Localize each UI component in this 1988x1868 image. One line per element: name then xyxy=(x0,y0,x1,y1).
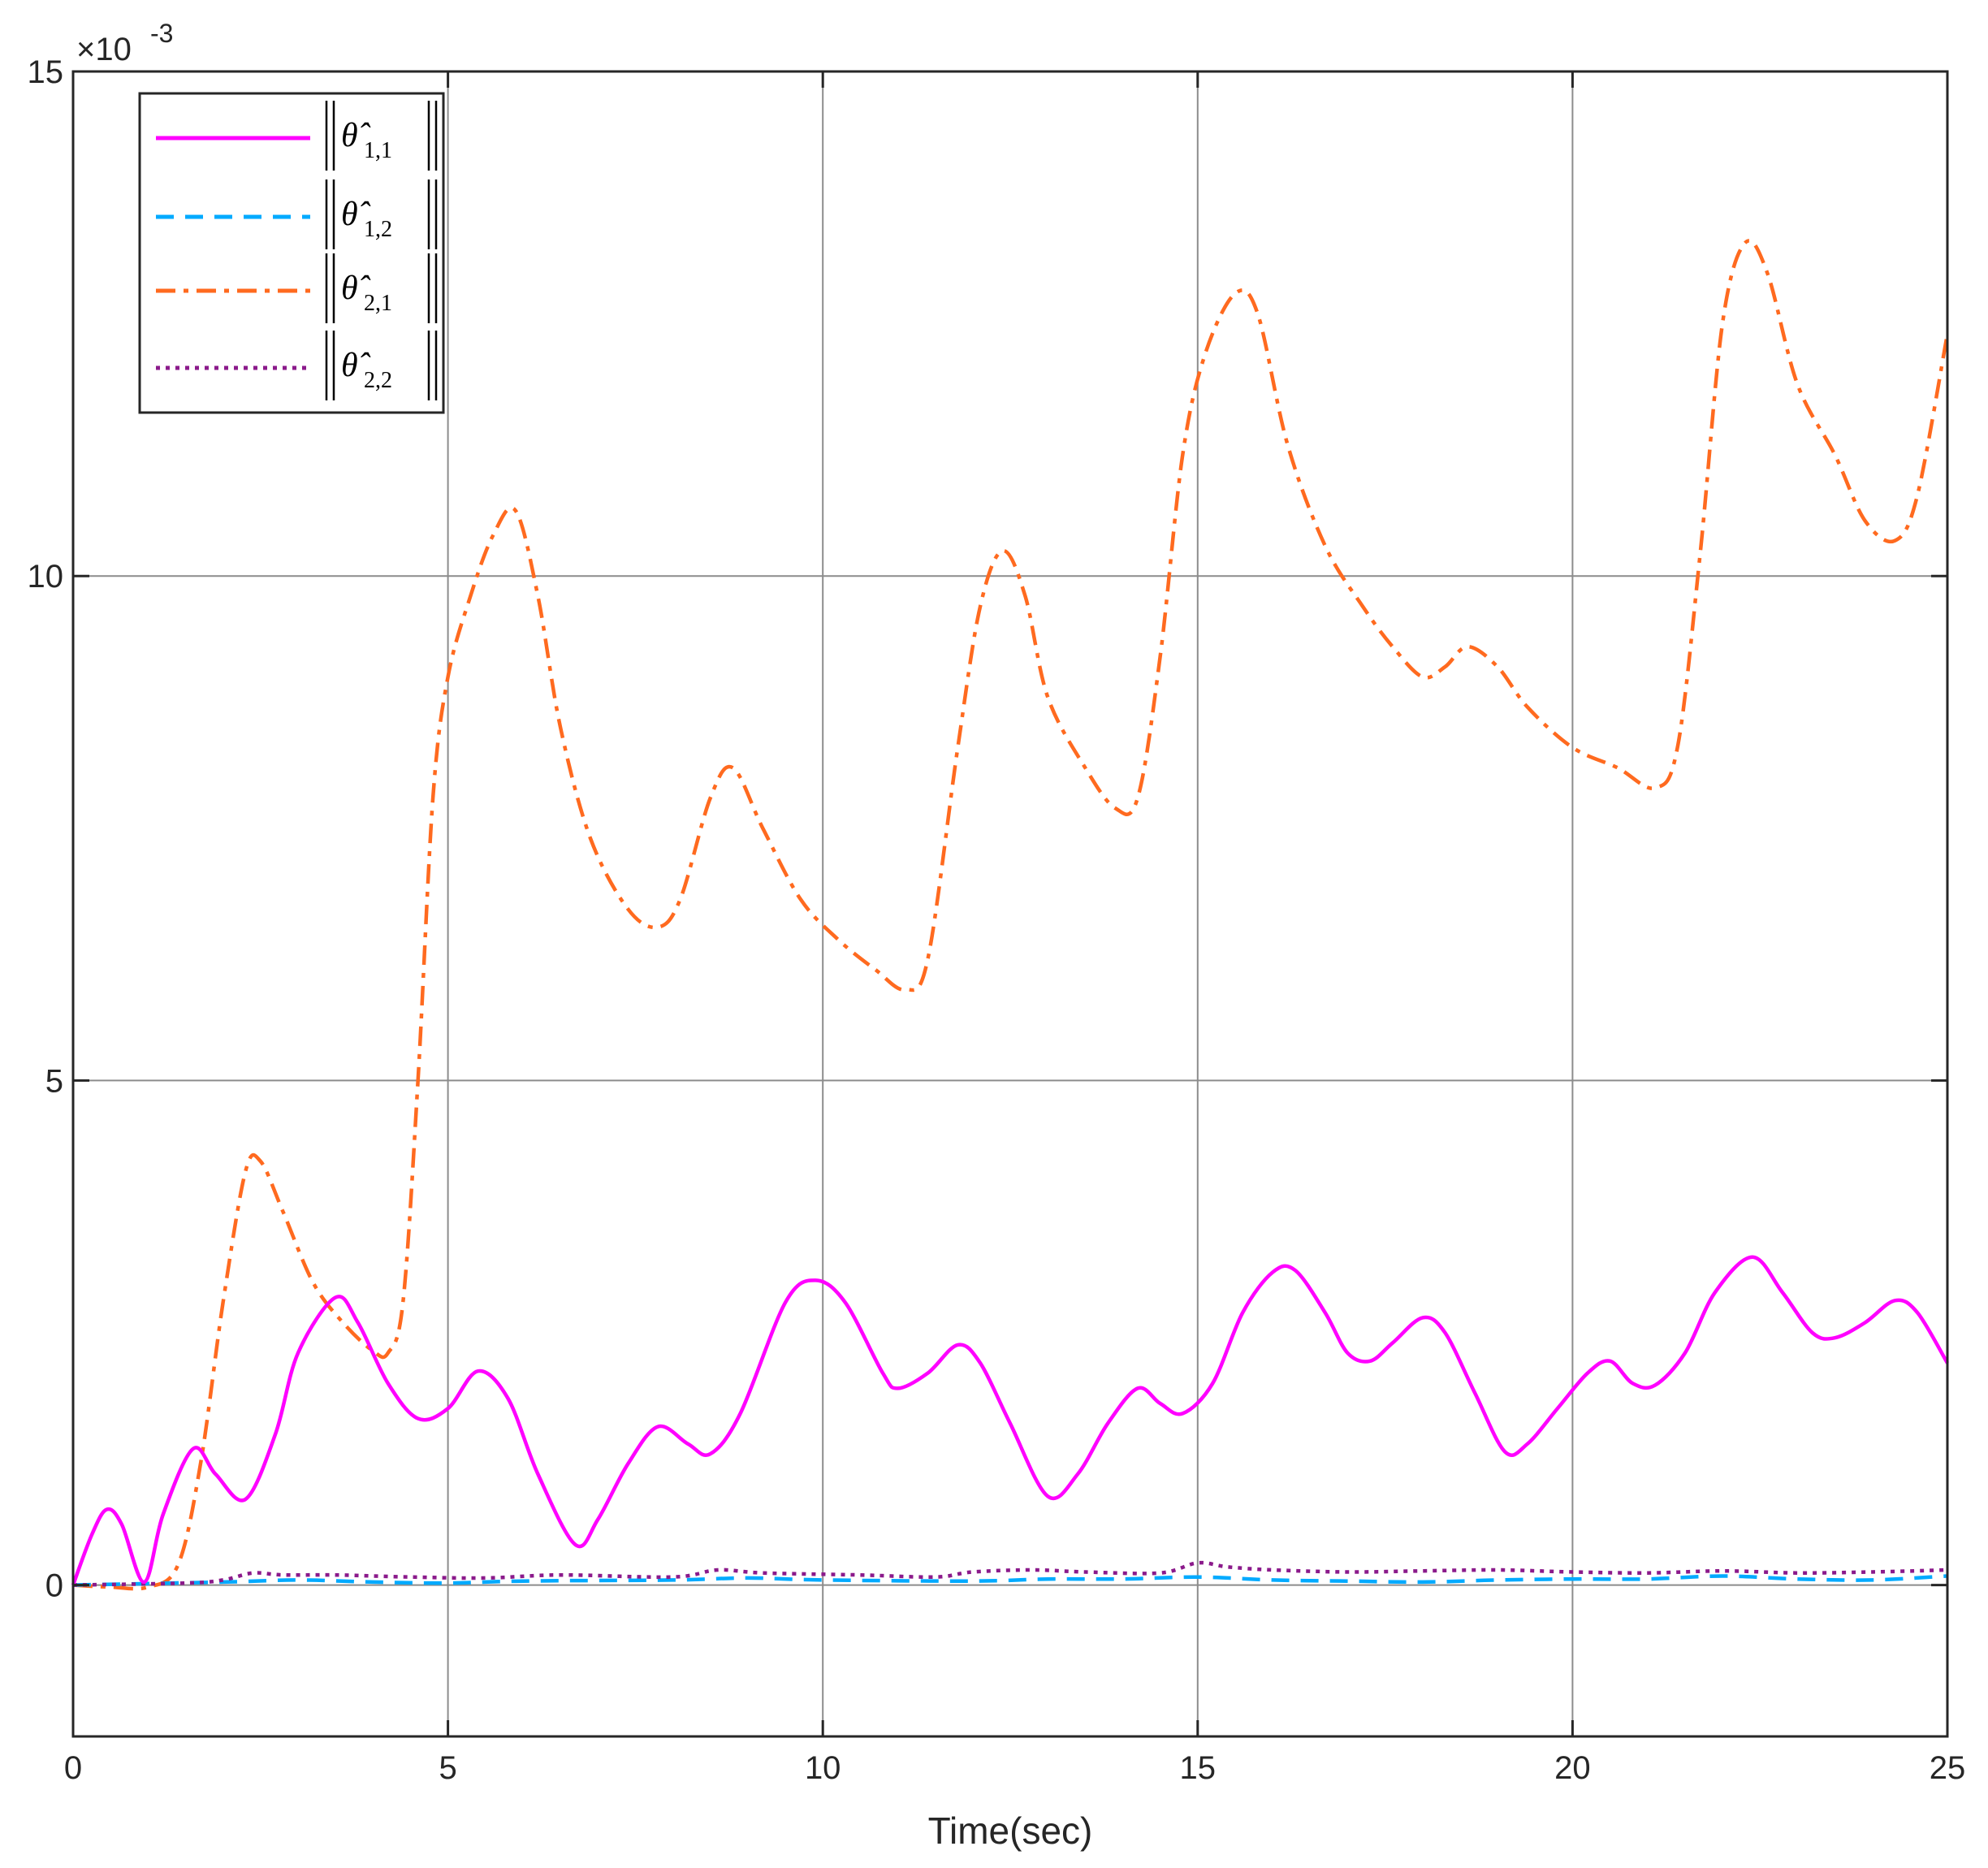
y-multiplier-base: ×10 xyxy=(76,32,132,67)
legend-label-subscript: 1,2 xyxy=(364,217,392,242)
x-tick-label: 25 xyxy=(1930,1750,1966,1786)
x-tick-label: 5 xyxy=(439,1750,456,1786)
legend-entry-1-1: θ̂ 1,1 xyxy=(156,101,438,171)
legend-label-subscript: 1,1 xyxy=(364,138,392,163)
series-lines xyxy=(71,239,1950,1591)
legend-label-subscript: 2,2 xyxy=(364,368,392,393)
legend-label-subscript: 2,1 xyxy=(364,291,392,316)
y-tick-label: 0 xyxy=(45,1568,63,1604)
y-multiplier-exponent: -3 xyxy=(150,19,173,48)
y-multiplier: ×10 -3 xyxy=(76,19,173,67)
series-line-1-1 xyxy=(71,1255,1949,1586)
x-axis-title: Time(sec) xyxy=(928,1810,1093,1852)
grid-lines xyxy=(73,71,1947,1736)
y-tick-label: 5 xyxy=(45,1063,63,1099)
legend-box xyxy=(138,92,445,414)
y-tick-label: 15 xyxy=(28,54,64,90)
x-tick-label: 10 xyxy=(805,1750,841,1786)
x-tick-label: 0 xyxy=(64,1750,82,1786)
x-tick-label: 20 xyxy=(1554,1750,1591,1786)
y-tick-label: 10 xyxy=(28,559,64,595)
series-line-2-1 xyxy=(72,239,1950,1591)
axis-ticks: 0 5 10 15 20 25 0 5 10 15 xyxy=(28,54,1966,1786)
x-tick-label: 15 xyxy=(1180,1750,1217,1786)
legend: θ̂ 1,1θ̂ 1,2θ̂ 2,1θ̂ 2,2 xyxy=(138,92,445,414)
plot-frame xyxy=(71,70,1949,1738)
series-line-2-2 xyxy=(72,1560,1948,1587)
legend-entry-2-1: θ̂ 2,1 xyxy=(156,253,438,323)
series-line-1-2 xyxy=(72,1574,1948,1587)
